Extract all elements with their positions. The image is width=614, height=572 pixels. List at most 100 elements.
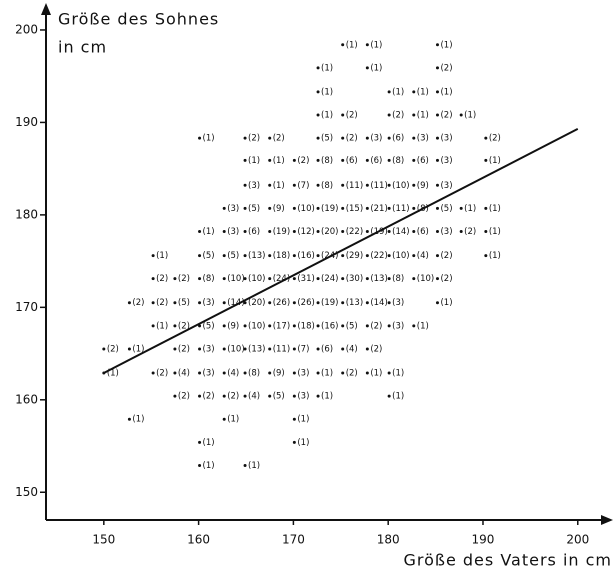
count-label: (2) xyxy=(346,111,358,121)
point xyxy=(365,66,369,70)
count-label: (10) xyxy=(227,274,244,284)
count-label: (1) xyxy=(107,368,119,378)
count-label: (30) xyxy=(346,274,363,284)
point xyxy=(243,301,247,305)
count-label: (1) xyxy=(203,134,215,144)
count-label: (7) xyxy=(297,344,309,354)
count-label: (8) xyxy=(417,204,429,214)
point xyxy=(222,230,226,234)
point xyxy=(102,347,106,351)
y-tick-label: 200 xyxy=(15,22,38,36)
count-label: (5) xyxy=(203,321,215,331)
point xyxy=(173,371,177,375)
count-label: (6) xyxy=(417,156,429,166)
count-label: (21) xyxy=(370,204,387,214)
count-label: (2) xyxy=(297,156,309,166)
point xyxy=(459,113,463,117)
count-label: (6) xyxy=(346,156,358,166)
count-label: (1) xyxy=(132,344,144,354)
point xyxy=(316,277,320,281)
count-label: (24) xyxy=(273,274,290,284)
point xyxy=(222,254,226,258)
point xyxy=(459,206,463,210)
point xyxy=(341,43,345,47)
point xyxy=(222,324,226,328)
count-label: (19) xyxy=(370,227,387,237)
regression-line xyxy=(103,128,579,374)
point xyxy=(484,254,488,258)
point xyxy=(412,254,416,258)
point xyxy=(316,371,320,375)
count-label: (5) xyxy=(178,298,190,308)
count-label: (6) xyxy=(370,156,382,166)
count-label: (3) xyxy=(392,298,404,308)
count-label: (5) xyxy=(227,251,239,261)
count-label: (1) xyxy=(417,111,429,121)
point xyxy=(198,277,202,281)
point xyxy=(243,230,247,234)
point xyxy=(365,136,369,140)
count-label: (3) xyxy=(440,181,452,191)
y-tick-label: 150 xyxy=(15,485,38,499)
count-label: (18) xyxy=(273,251,290,261)
point xyxy=(243,158,247,162)
count-label: (3) xyxy=(297,368,309,378)
point xyxy=(316,394,320,398)
count-label: (8) xyxy=(321,156,333,166)
point xyxy=(268,301,272,305)
count-label: (24) xyxy=(321,274,338,284)
point xyxy=(198,230,202,234)
count-label: (2) xyxy=(440,63,452,73)
point xyxy=(365,301,369,305)
count-label: (13) xyxy=(248,344,265,354)
point xyxy=(268,277,272,281)
point xyxy=(387,206,391,210)
point xyxy=(292,230,296,234)
point xyxy=(412,277,416,281)
count-label: (17) xyxy=(273,321,290,331)
count-label: (1) xyxy=(273,156,285,166)
point xyxy=(387,277,391,281)
count-label: (9) xyxy=(273,204,285,214)
point xyxy=(243,347,247,351)
y-tick-label: 170 xyxy=(15,300,38,314)
point xyxy=(292,440,296,444)
point xyxy=(173,301,177,305)
point xyxy=(341,324,345,328)
count-label: (19) xyxy=(321,298,338,308)
count-label: (13) xyxy=(346,298,363,308)
count-label: (2) xyxy=(178,344,190,354)
point xyxy=(412,183,416,187)
point xyxy=(222,206,226,210)
count-label: (2) xyxy=(273,134,285,144)
count-label: (15) xyxy=(346,204,363,214)
point xyxy=(484,206,488,210)
count-label: (10) xyxy=(392,251,409,261)
point xyxy=(292,254,296,258)
count-label: (5) xyxy=(346,321,358,331)
point xyxy=(341,158,345,162)
count-label: (16) xyxy=(297,251,314,261)
count-label: (1) xyxy=(464,204,476,214)
count-label: (3) xyxy=(417,134,429,144)
point xyxy=(173,277,177,281)
y-tick-label: 180 xyxy=(15,207,38,221)
count-label: (1) xyxy=(297,438,309,448)
point xyxy=(365,254,369,258)
count-label: (4) xyxy=(227,368,239,378)
count-label: (9) xyxy=(273,368,285,378)
point xyxy=(435,113,439,117)
point xyxy=(387,394,391,398)
point xyxy=(198,301,202,305)
count-label: (2) xyxy=(440,251,452,261)
count-label: (1) xyxy=(370,40,382,50)
point xyxy=(412,158,416,162)
count-label: (2) xyxy=(392,111,404,121)
point xyxy=(268,206,272,210)
count-label: (2) xyxy=(227,392,239,402)
count-label: (10) xyxy=(297,204,314,214)
point xyxy=(243,371,247,375)
point xyxy=(222,371,226,375)
count-label: (3) xyxy=(440,227,452,237)
point xyxy=(365,324,369,328)
